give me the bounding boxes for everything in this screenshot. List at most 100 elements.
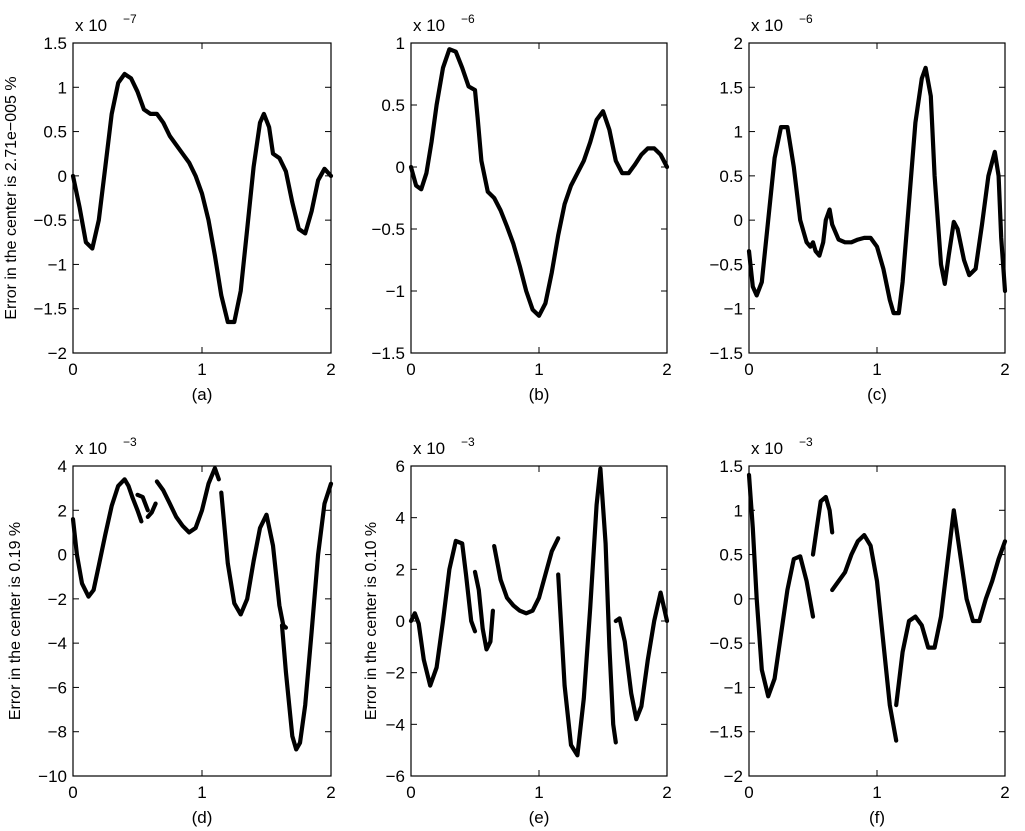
y-tick-label: −1 xyxy=(386,282,405,301)
y-axis-label: Error in the center is 2.71e−005 % xyxy=(3,76,20,319)
series-line xyxy=(746,65,1008,316)
axis-multiplier-exponent: −7 xyxy=(123,12,137,26)
series-line xyxy=(70,477,144,599)
y-tick-label: 1.5 xyxy=(719,78,743,97)
y-tick-label: 0 xyxy=(396,612,405,631)
plot-frame xyxy=(748,465,1006,777)
x-tick-label: 1 xyxy=(534,360,543,379)
x-tick-label: 2 xyxy=(1000,783,1009,802)
y-tick-label: −6 xyxy=(48,678,67,697)
panel-label: (a) xyxy=(192,385,213,404)
subplot-f: 0 1 2 −2 −1.5 −1 −0.5 0 0.5 1 1.5 x 10 −3 (f) xyxy=(709,435,1009,827)
y-tick-label: 1 xyxy=(396,34,405,53)
y-tick-label: 0 xyxy=(734,211,743,230)
series-line xyxy=(154,466,221,535)
x-tick-label: 0 xyxy=(744,360,753,379)
y-axis-label: Error in the center is 0.10 % xyxy=(363,522,380,720)
y-tick-label: 2 xyxy=(396,560,405,579)
series-line xyxy=(746,472,816,699)
y-tick-label: −2 xyxy=(48,590,67,609)
y-tick-label: −1.5 xyxy=(709,723,743,742)
x-tick-label: 1 xyxy=(872,360,881,379)
axis-multiplier-exponent: −3 xyxy=(799,435,813,449)
x-tick-label: 2 xyxy=(326,360,335,379)
y-tick-label: 0.5 xyxy=(719,546,743,565)
panel-label: (c) xyxy=(867,385,887,404)
y-tick-label: 1.5 xyxy=(43,34,67,53)
y-tick-label: 6 xyxy=(396,457,405,476)
plot-frame xyxy=(410,42,668,354)
x-tick-label: 2 xyxy=(662,783,671,802)
axis-multiplier: x 10 xyxy=(413,439,445,458)
y-tick-label: 1 xyxy=(734,501,743,520)
series-line xyxy=(408,538,478,688)
y-tick-label: 1 xyxy=(58,78,67,97)
y-tick-label: −2 xyxy=(724,767,743,786)
y-axis-label: Error in the center is 0.19 % xyxy=(7,522,24,720)
y-tick-label: 1.5 xyxy=(719,457,743,476)
axis-multiplier: x 10 xyxy=(75,439,107,458)
x-tick-label: 0 xyxy=(406,783,415,802)
y-tick-label: −0.5 xyxy=(371,220,405,239)
x-tick-label: 0 xyxy=(744,783,753,802)
plot-frame xyxy=(748,42,1006,354)
series-line xyxy=(145,501,158,520)
series-line xyxy=(279,481,334,752)
y-tick-label: −1 xyxy=(48,255,67,274)
series-line xyxy=(830,532,899,743)
x-tick-label: 0 xyxy=(68,360,77,379)
y-tick-label: −1 xyxy=(724,678,743,697)
subplot-e: 0 1 2 −6 −4 −2 0 2 4 6 x 10 −3 Error in the center i… xyxy=(363,435,672,827)
x-tick-label: 2 xyxy=(326,783,335,802)
y-tick-label: 0.5 xyxy=(43,123,67,142)
y-tick-label: −1.5 xyxy=(371,344,405,363)
series-line xyxy=(408,47,670,318)
y-tick-label: 2 xyxy=(58,501,67,520)
y-tick-label: −0.5 xyxy=(709,255,743,274)
y-tick-label: −6 xyxy=(386,767,405,786)
y-tick-label: −1.5 xyxy=(33,300,67,319)
axis-multiplier: x 10 xyxy=(751,16,783,35)
axis-multiplier: x 10 xyxy=(413,16,445,35)
subplot-a: 0 1 2 −2 −1.5 −1 −0.5 0 0.5 1 1.5 x 10 −7 Error in th… xyxy=(3,12,336,404)
subplot-c: 0 1 2 −1.5 −1 −0.5 0 0.5 1 1.5 2 x 10 −6 (c) xyxy=(709,12,1009,404)
series-line xyxy=(894,508,1008,708)
subplot-b: 0 1 2 −1.5 −1 −0.5 0 0.5 1 x 10 −6 (b) xyxy=(371,12,671,404)
y-tick-label: 0.5 xyxy=(719,167,743,186)
y-tick-label: 0 xyxy=(396,158,405,177)
axis-multiplier-exponent: −3 xyxy=(461,435,475,449)
axis-multiplier-exponent: −6 xyxy=(461,12,475,26)
x-tick-label: 1 xyxy=(534,783,543,802)
series-line xyxy=(810,494,835,557)
series-line xyxy=(556,466,618,758)
y-tick-label: −1 xyxy=(724,300,743,319)
x-tick-label: 1 xyxy=(197,783,206,802)
series-line xyxy=(472,569,495,652)
series-line xyxy=(613,590,670,722)
x-tick-label: 2 xyxy=(1000,360,1009,379)
series-line xyxy=(70,71,334,325)
y-tick-label: 0 xyxy=(734,590,743,609)
y-tick-label: −1.5 xyxy=(709,344,743,363)
x-tick-label: 1 xyxy=(197,360,206,379)
y-tick-label: −2 xyxy=(386,664,405,683)
series-line xyxy=(219,490,288,630)
y-tick-label: −0.5 xyxy=(709,634,743,653)
series-line xyxy=(135,492,150,513)
x-tick-label: 0 xyxy=(406,360,415,379)
axis-multiplier: x 10 xyxy=(75,16,107,35)
y-tick-label: 0 xyxy=(58,167,67,186)
series-line xyxy=(492,536,561,616)
panel-label: (f) xyxy=(869,808,885,827)
y-tick-label: −10 xyxy=(38,767,67,786)
plot-frame xyxy=(410,465,668,777)
subplot-d: 0 1 2 −10 −8 −6 −4 −2 0 2 4 x 10 −3 Error in the cent… xyxy=(7,435,336,827)
axis-multiplier-exponent: −3 xyxy=(123,435,137,449)
y-tick-label: −0.5 xyxy=(33,211,67,230)
panel-label: (d) xyxy=(192,808,213,827)
axis-multiplier: x 10 xyxy=(751,439,783,458)
axis-multiplier-exponent: −6 xyxy=(799,12,813,26)
y-tick-label: 0.5 xyxy=(381,96,405,115)
y-tick-label: −4 xyxy=(386,715,405,734)
